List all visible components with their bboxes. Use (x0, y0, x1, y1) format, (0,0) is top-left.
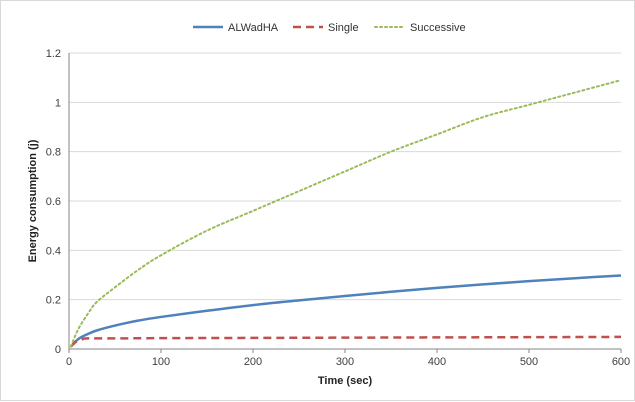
x-tick-label: 600 (612, 356, 630, 368)
x-tick-label: 500 (520, 356, 538, 368)
gridlines (69, 52, 621, 301)
x-tick-label: 100 (152, 356, 170, 368)
legend-item-successive: Successive (374, 22, 466, 34)
x-tick-label: 0 (66, 356, 72, 368)
y-tick-label: 1 (55, 97, 61, 109)
series-line-single (69, 335, 622, 348)
series-line-alwadha (69, 274, 622, 348)
series-line-successive (69, 79, 622, 348)
y-tick-label: 0.2 (46, 295, 61, 307)
x-tick-label: 300 (336, 356, 354, 368)
x-tick-label: 200 (244, 356, 262, 368)
legend-label: ALWadHA (228, 22, 279, 34)
y-tick-label: 0.6 (46, 196, 61, 208)
legend-label: Single (328, 22, 359, 34)
legend: ALWadHA Single Successive (193, 22, 466, 34)
series-lines (69, 79, 622, 348)
legend-item-single: Single (293, 22, 359, 34)
y-axis-title: Energy consumption (j) (27, 139, 39, 262)
x-axis-title: Time (sec) (318, 375, 373, 387)
legend-label: Successive (410, 22, 466, 34)
x-tick-label: 400 (428, 356, 446, 368)
y-tick-label: 1.2 (46, 48, 61, 60)
y-tick-label: 0.4 (46, 245, 61, 257)
legend-item-alwadha: ALWadHA (193, 22, 279, 34)
y-tick-label: 0.8 (46, 147, 61, 159)
axes: 0 0.2 0.4 0.6 0.8 1 1.2 0 100 200 300 400 500 600 (46, 48, 630, 368)
y-tick-label: 0 (55, 344, 61, 356)
